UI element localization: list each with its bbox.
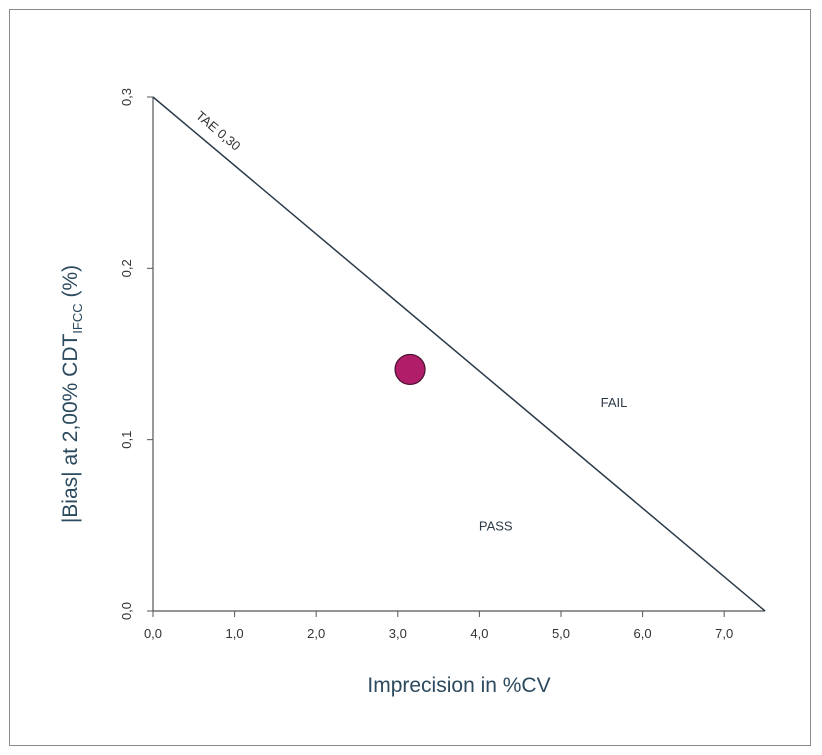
x-tick-label: 3,0: [389, 626, 407, 641]
x-tick-label: 6,0: [634, 626, 652, 641]
y-axis-title-subscript: IFCC: [70, 303, 85, 333]
tae-line: [152, 96, 766, 612]
y-tick-label: 0,3: [119, 88, 134, 106]
x-tick-label: 7,0: [715, 626, 733, 641]
x-tick-label: 0,0: [144, 626, 162, 641]
x-tick-label: 2,0: [307, 626, 325, 641]
y-axis-title-unit: (%): [59, 265, 82, 304]
region-label-pass: PASS: [479, 518, 513, 533]
x-axis-title: Imprecision in %CV: [367, 674, 550, 697]
data-point: [394, 353, 426, 386]
y-tick-label: 0,1: [119, 431, 134, 449]
region-label-fail: FAIL: [601, 395, 628, 410]
y-tick-label: 0,0: [119, 602, 134, 620]
region-labels: FAIL PASS: [479, 395, 628, 533]
y-tick-label: 0,2: [119, 259, 134, 277]
x-tick-label: 4,0: [470, 626, 488, 641]
tae-line-label: TAE 0,30: [193, 108, 243, 154]
x-tick-label: 1,0: [226, 626, 244, 641]
y-axis-title-main: |Bias| at 2,00% CDT: [59, 334, 82, 524]
x-tick-label: 5,0: [552, 626, 570, 641]
y-axis-title: |Bias| at 2,00% CDTIFCC (%): [59, 265, 85, 523]
axes: [152, 97, 765, 612]
data-points: [394, 353, 426, 386]
ticks: 0,0 1,0 2,0 3,0 4,0 5,0 6,0 7,0 0,0 0,1 0,2 0,3: [119, 88, 733, 641]
